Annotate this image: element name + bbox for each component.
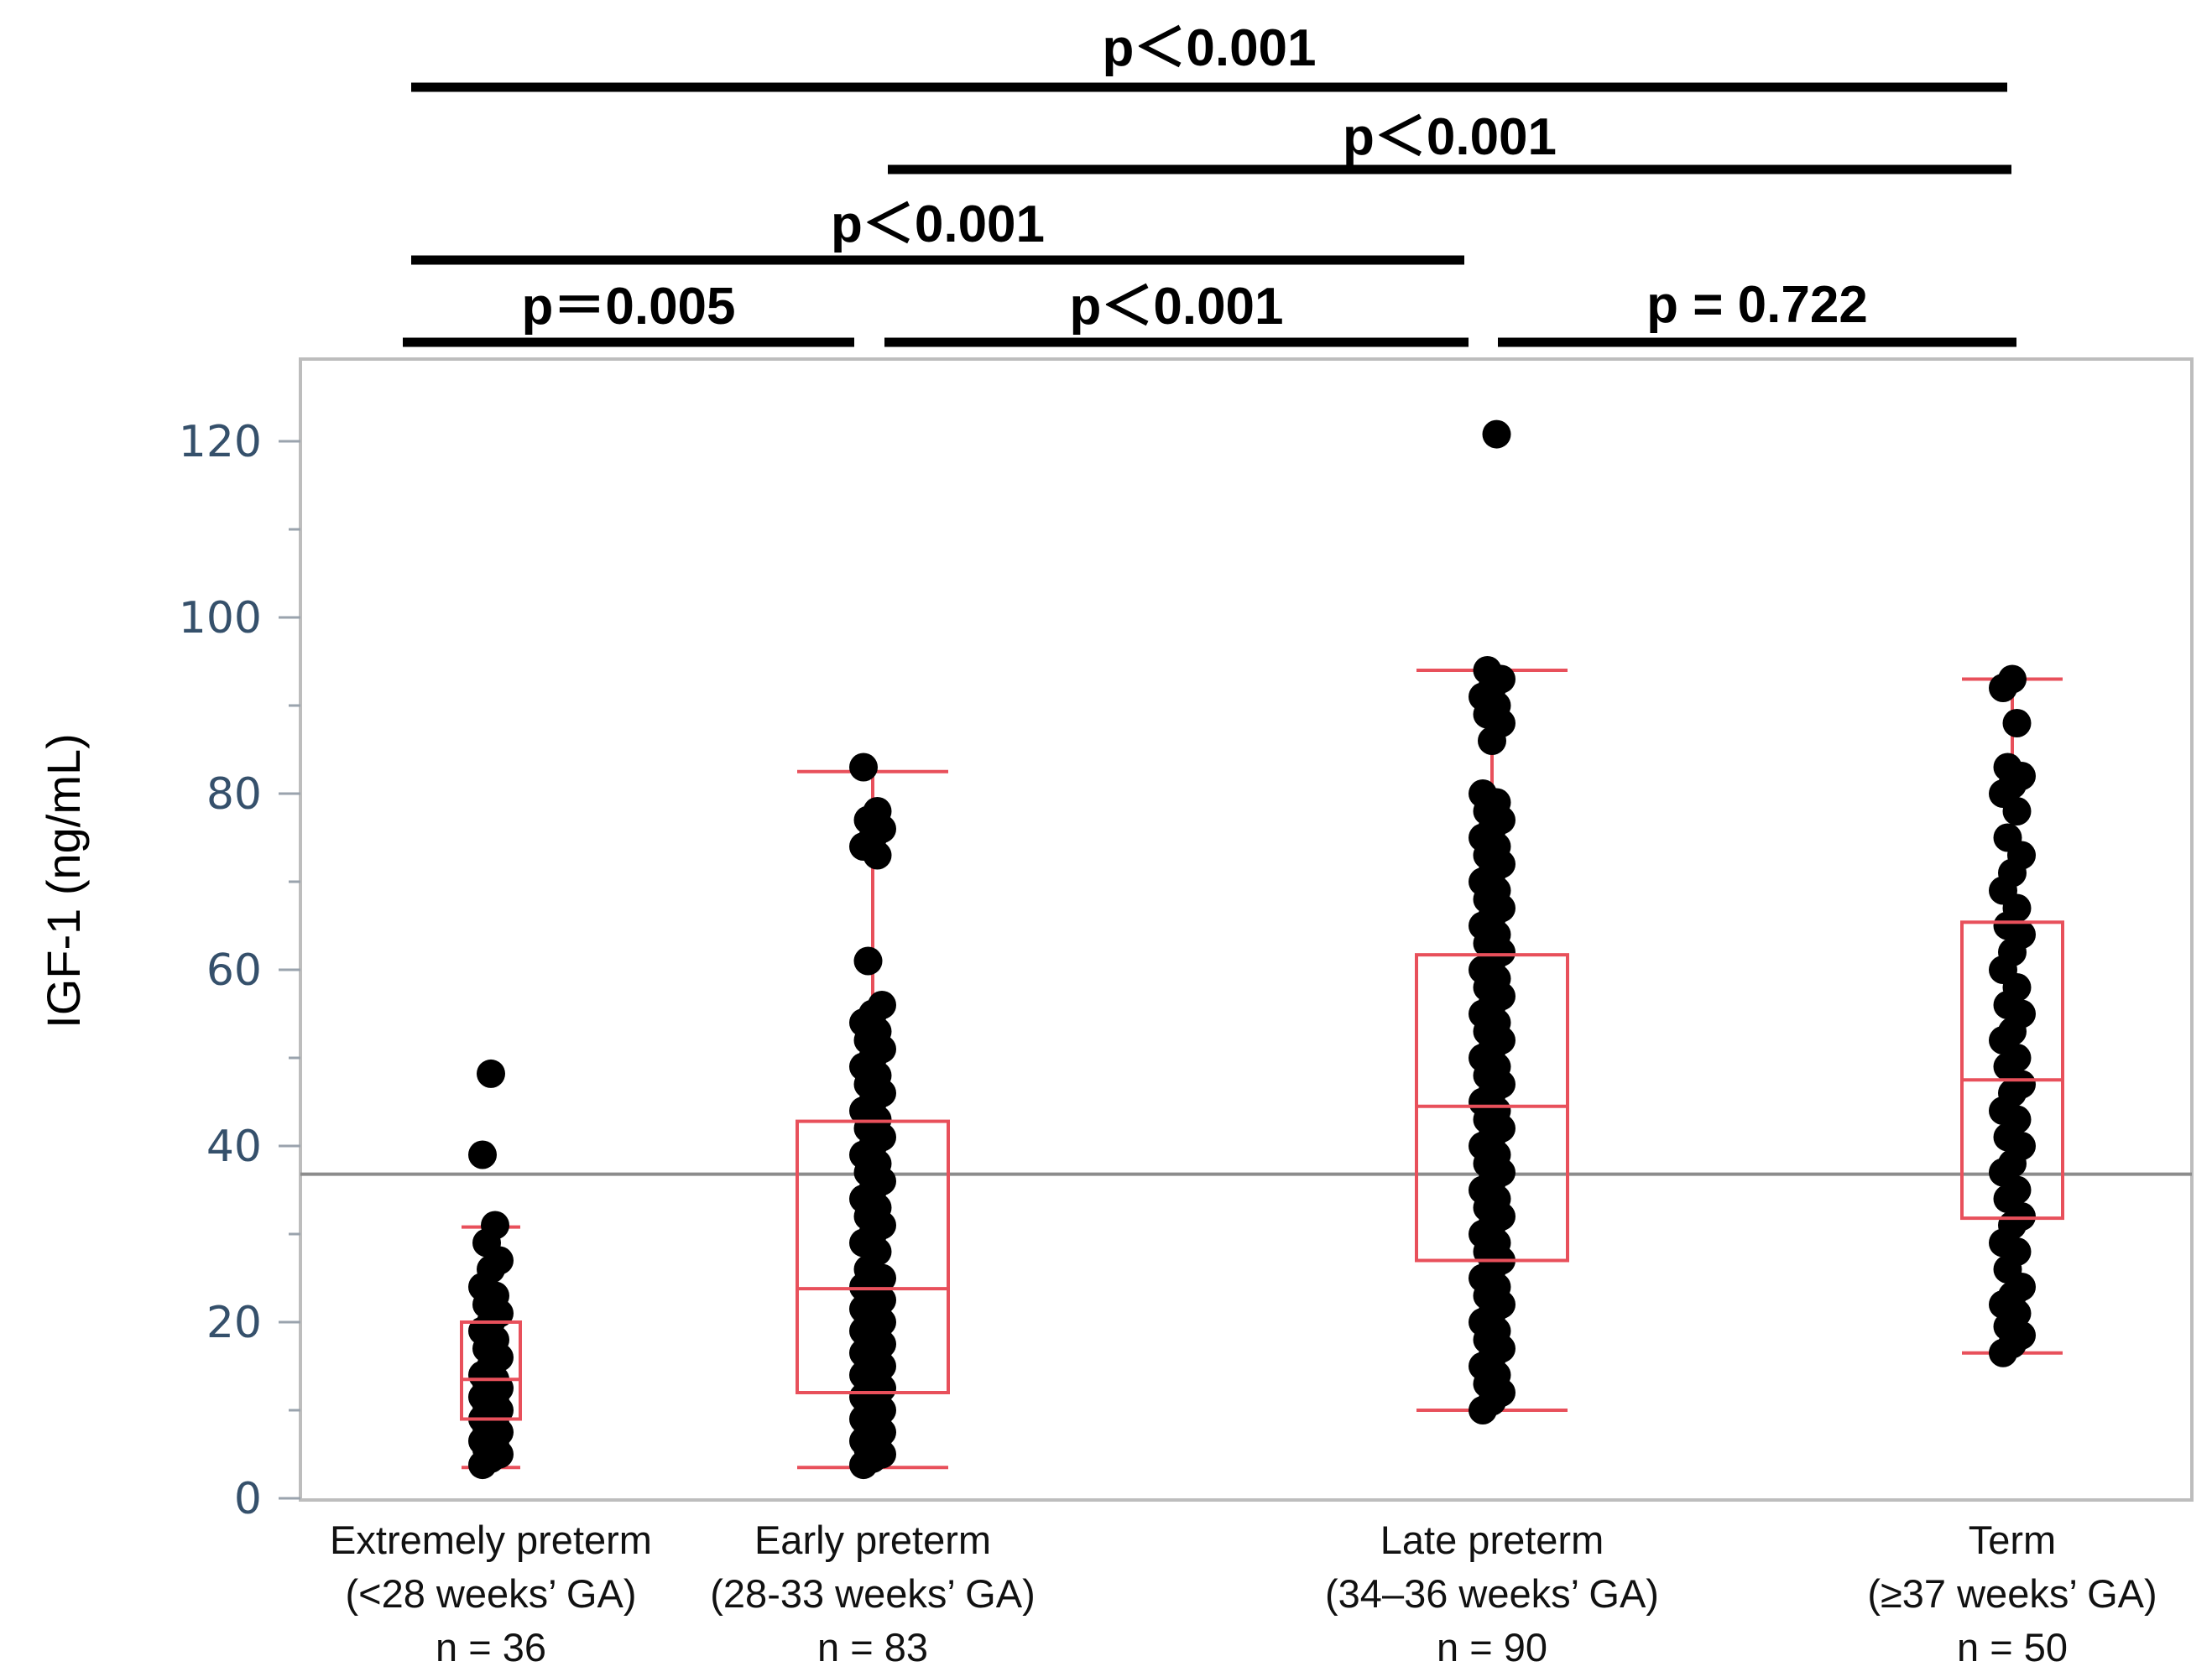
p-value-label: p＝0.005 [521,278,735,336]
category-label-line: Term [1969,1518,2056,1562]
iqr-box [796,1119,950,1394]
category-label-line: n = 83 [817,1625,928,1669]
y-tick-label: 0 [234,1474,262,1524]
data-points [1989,664,2036,1367]
box-group [1415,419,1569,1424]
box-group [1960,664,2064,1367]
p-value-label: p = 0.722 [1646,276,1868,334]
data-point [2002,709,2032,737]
category-label-line: Late preterm [1380,1518,1604,1562]
category-label-line: (28-33 weeks’ GA) [710,1571,1035,1616]
significance-bracket: p＜0.001 [884,278,1469,347]
category-labels: Extremely preterm (<28 weeks’ GA) n = 36 Ea… [330,1518,2157,1669]
y-tick-label: 20 [206,1298,262,1348]
box-group [796,753,950,1480]
data-point [849,753,878,782]
data-point [468,1140,497,1169]
category-label-line: n = 90 [1437,1625,1547,1669]
category-label-line: n = 50 [1957,1625,2068,1669]
data-point [1993,753,2022,782]
y-tick-label: 80 [206,769,262,820]
significance-bracket: p＜0.001 [411,195,1464,265]
category-label-line: Extremely preterm [330,1518,652,1562]
category-label-line: (<28 weeks’ GA) [346,1571,637,1616]
y-axis: 0 20 40 60 80 100 120 [179,417,300,1524]
y-tick-label: 100 [179,593,262,643]
data-point [1469,779,1497,808]
plot-frame [299,357,2194,1502]
data-point [477,1059,505,1088]
category-label-line: (34–36 weeks’ GA) [1325,1571,1659,1616]
significance-bracket: p＜0.001 [888,108,2011,174]
iqr-box [460,1320,522,1421]
data-point [1993,823,2022,852]
p-value-label: p＜0.001 [1343,108,1557,166]
data-point [1473,656,1502,685]
category-label-line: Early preterm [754,1518,991,1562]
y-tick-label: 120 [179,417,262,467]
y-axis-title: IGF-1 (ng/mL) [37,733,90,1029]
data-point [1998,664,2027,694]
box-group [460,1059,522,1480]
y-tick-label: 40 [206,1122,262,1172]
iqr-box [1960,920,2064,1221]
significance-bracket: p = 0.722 [1498,276,2016,347]
p-value-label: p＜0.001 [831,195,1045,253]
p-value-label: p＜0.001 [1102,19,1316,77]
data-point [481,1211,509,1240]
category-label-line: (≥37 weeks’ GA) [1867,1571,2157,1616]
data-point [853,946,883,976]
data-points [468,1059,514,1480]
significance-brackets: p＜0.001 p＜0.001 p＜0.001 p＝0.005 p＜0.001 p = 0… [403,19,2016,347]
data-point [868,991,896,1019]
data-point [1482,419,1511,449]
p-value-label: p＜0.001 [1069,278,1283,336]
data-points [849,753,896,1480]
significance-bracket: p＜0.001 [411,19,2007,92]
data-points [1469,419,1516,1424]
box-groups [460,419,2064,1480]
category-label-line: n = 36 [436,1625,546,1669]
significance-bracket: p＝0.005 [403,278,854,347]
data-point [863,797,892,825]
y-tick-label: 60 [206,945,262,996]
